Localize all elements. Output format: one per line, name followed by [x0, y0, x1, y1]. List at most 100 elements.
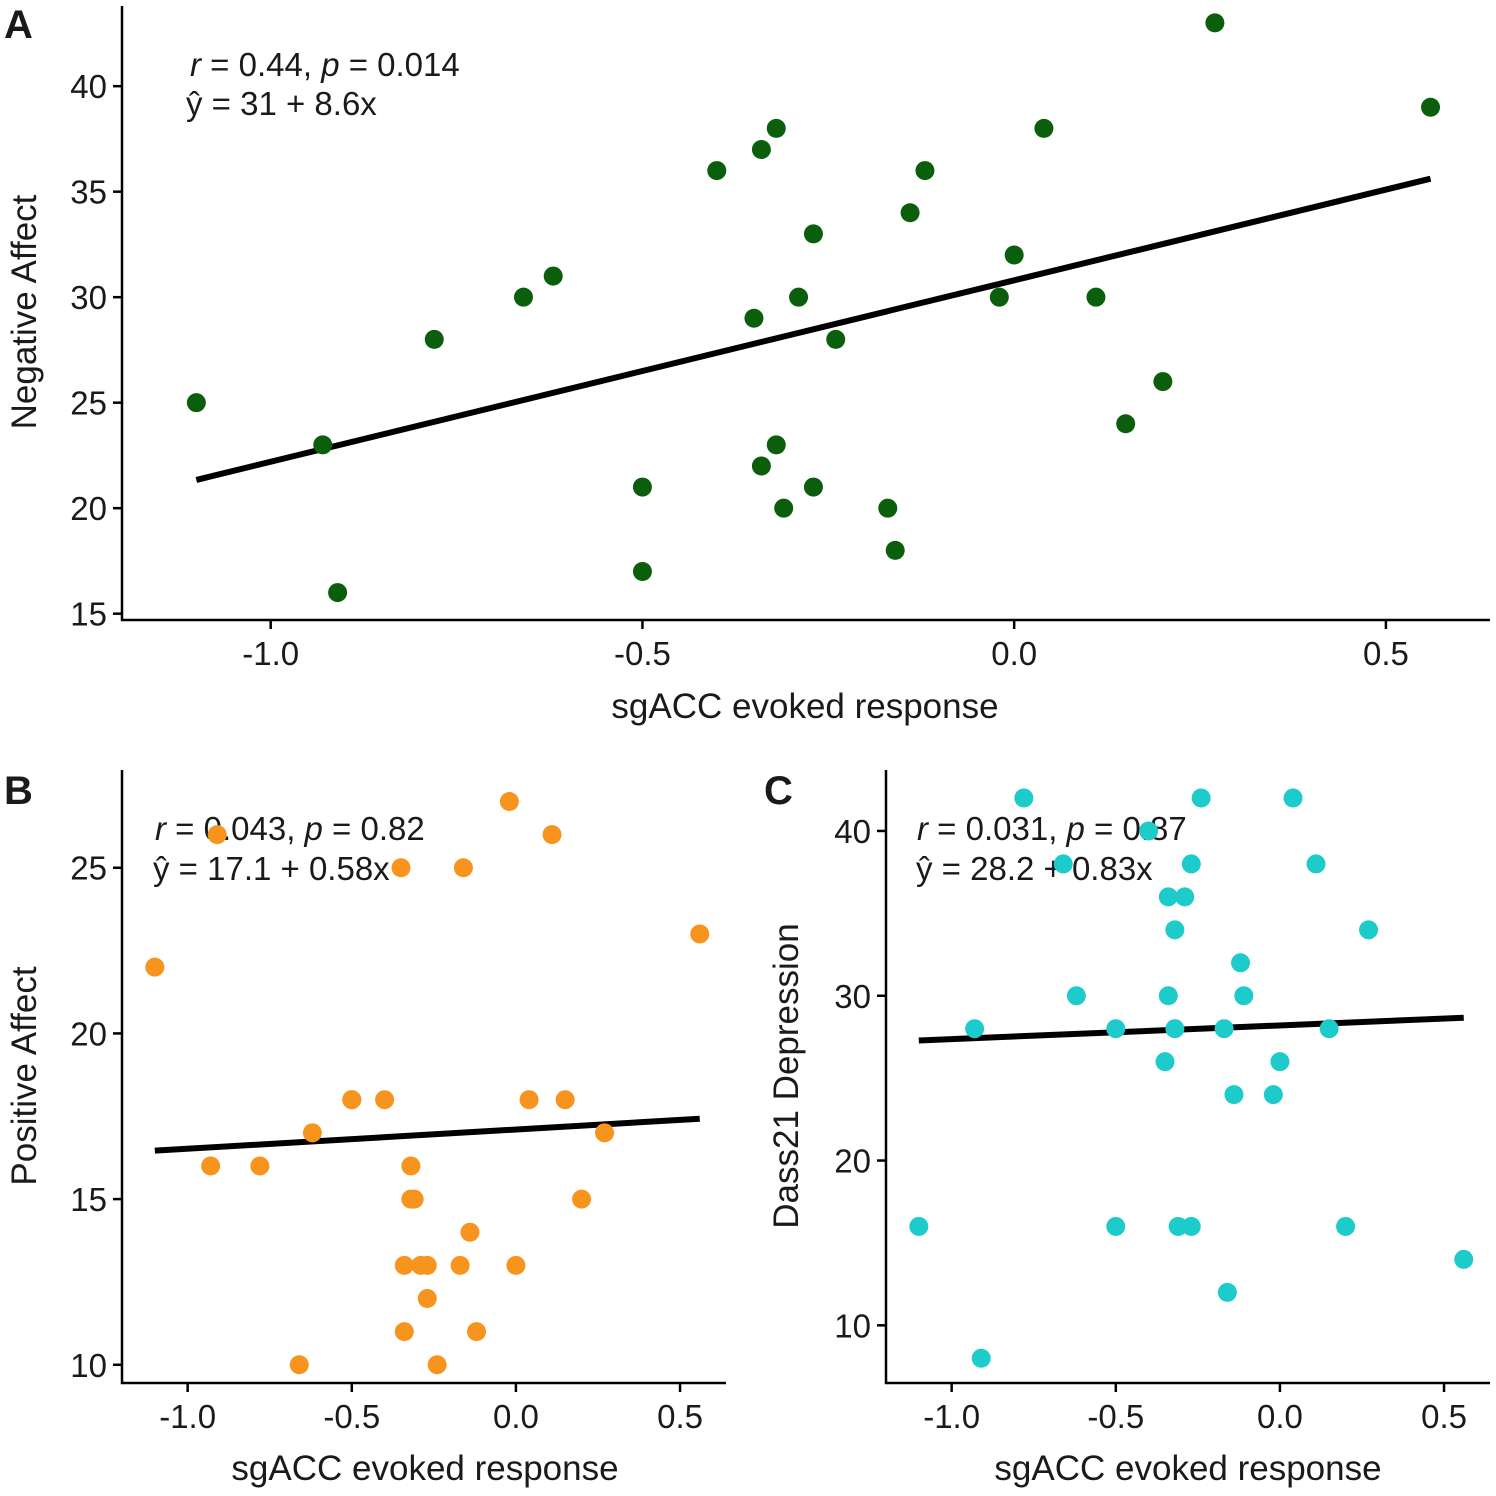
- panel-b-data-point: [467, 1322, 487, 1342]
- panel-c-y-tick-label: 10: [834, 1307, 871, 1344]
- panel-a-p-symbol: p: [320, 46, 339, 83]
- panel-b-data-point: [417, 1289, 437, 1309]
- panel-c-data-point: [1283, 788, 1303, 808]
- panel-c-data-point: [1270, 1052, 1290, 1072]
- panel-a-p-value: = 0.014: [340, 46, 460, 83]
- panel-b-data-point: [391, 858, 411, 878]
- panel-b-x-tick-label: 0.0: [493, 1398, 539, 1435]
- panel-b-data-point: [506, 1255, 526, 1275]
- panel-a-data-point: [803, 477, 823, 497]
- panel-a-data-point: [1034, 118, 1054, 138]
- panel-a-data-point: [513, 287, 533, 307]
- panel-b-y-tick-label: 25: [70, 850, 107, 887]
- panel-c-y-tick-label: 30: [834, 978, 871, 1015]
- panel-c-data-point: [1336, 1216, 1356, 1236]
- panel-c-r-value: = 0.031,: [928, 810, 1067, 847]
- panel-a-y-tick-label: 20: [70, 490, 107, 527]
- panel-c-p-value: = 0.87: [1085, 810, 1187, 847]
- panel-a-regression-line: [195, 175, 1432, 483]
- panel-b-data-point: [289, 1355, 309, 1375]
- panel-a-data-point: [1421, 97, 1441, 117]
- panel-b-data-point: [302, 1123, 322, 1143]
- panel-a-data-point: [766, 435, 786, 455]
- panel-c-data-point: [1139, 821, 1159, 841]
- panel-b-data-point: [394, 1255, 414, 1275]
- panel-c-data-point: [965, 1019, 985, 1039]
- panel-b-y-tick-label: 15: [70, 1181, 107, 1218]
- panel-c-data-point: [1319, 1019, 1339, 1039]
- panel-a-equation: ŷ = 31 + 8.6x: [186, 85, 377, 122]
- panel-a-data-point: [543, 266, 563, 286]
- panel-a-x-axis-title: sgACC evoked response: [611, 687, 998, 726]
- panel-a-data-point: [885, 540, 905, 560]
- panel-a-r-symbol: r: [190, 46, 203, 83]
- panel-c-x-tick-label: -0.5: [1087, 1398, 1144, 1435]
- panel-c-letter: C: [764, 769, 793, 813]
- panel-c-data-point: [1263, 1085, 1283, 1105]
- panel-a-data-point: [766, 118, 786, 138]
- panel-c: C r = 0.031, p = 0.87 ŷ = 28.2 + 0.83x s…: [764, 769, 1490, 1488]
- panel-b-axes: [120, 770, 726, 1385]
- panel-b-data-point: [207, 825, 227, 845]
- panel-c-data-point: [1155, 1052, 1175, 1072]
- panel-b-data-point: [499, 791, 519, 811]
- panel-a-x-tick-label: -1.0: [242, 635, 299, 672]
- panel-c-stat-line: r = 0.031, p = 0.87: [917, 810, 1187, 847]
- panel-c-data-point: [1234, 986, 1254, 1006]
- panel-b-data-point: [542, 825, 562, 845]
- panel-c-y-tick-label: 40: [834, 813, 871, 850]
- panel-b-data-point: [555, 1090, 575, 1110]
- panel-c-y-axis-title: Dass21 Depression: [767, 923, 806, 1228]
- panel-a-data-point: [751, 456, 771, 476]
- panel-c-data-point: [1165, 1019, 1185, 1039]
- panel-c-data-point: [1165, 920, 1185, 940]
- panel-b-x-tick-label: 0.5: [657, 1398, 703, 1435]
- panel-a-data-point: [900, 203, 920, 223]
- panel-a-letter: A: [4, 3, 33, 47]
- panel-a-data-point: [313, 435, 333, 455]
- panel-c-data-point: [1014, 788, 1034, 808]
- panel-b-data-point: [375, 1090, 395, 1110]
- panel-a-x-tick-label: 0.0: [991, 635, 1037, 672]
- panel-a-data-point: [989, 287, 1009, 307]
- panel-a-data-point: [826, 329, 846, 349]
- panel-a-data-point: [774, 498, 794, 518]
- panel-c-data-point: [1191, 788, 1211, 808]
- panel-c-x-tick-label: -1.0: [923, 1398, 980, 1435]
- panel-a-data-point: [744, 308, 764, 328]
- panel-c-data-point: [1158, 887, 1178, 907]
- panel-a-data-point: [632, 477, 652, 497]
- panel-a-r-value: = 0.44,: [201, 46, 321, 83]
- panel-b-data-point: [572, 1189, 592, 1209]
- panel-a-data-point: [789, 287, 809, 307]
- panel-a-data-point: [1116, 414, 1136, 434]
- panel-c-x-tick-label: 0.5: [1421, 1398, 1467, 1435]
- panel-b-data-point: [404, 1189, 424, 1209]
- panel-b-x-tick-label: -0.5: [323, 1398, 380, 1435]
- panel-a-y-tick-label: 15: [70, 596, 107, 633]
- panel-b-data-point: [427, 1355, 447, 1375]
- panel-a-data-point: [328, 583, 348, 603]
- panel-a-data-point: [1086, 287, 1106, 307]
- panel-a-data-point: [1205, 13, 1225, 33]
- panel-c-data-point: [1181, 1216, 1201, 1236]
- panel-a-data-point: [751, 139, 771, 159]
- panel-a-x-tick-label: -0.5: [614, 635, 671, 672]
- panel-c-y-tick-label: 20: [834, 1143, 871, 1180]
- panel-c-data-point: [971, 1348, 991, 1368]
- panel-c-data-point: [1214, 1019, 1234, 1039]
- panel-c-data-point: [1224, 1085, 1244, 1105]
- panel-b-data-point: [201, 1156, 221, 1176]
- panel-b-data-point: [394, 1322, 414, 1342]
- panel-c-data-point: [1181, 854, 1201, 874]
- panel-a: A r = 0.44, p = 0.014 ŷ = 31 + 8.6x sgAC…: [4, 3, 1490, 726]
- panel-a-data-point: [878, 498, 898, 518]
- panel-c-data-point: [1106, 1019, 1126, 1039]
- panel-c-data-point: [1306, 854, 1326, 874]
- panel-b-data-point: [450, 1255, 470, 1275]
- panel-b-data-point: [453, 858, 473, 878]
- panel-b: B r = 0.043, p = 0.82 ŷ = 17.1 + 0.58x s…: [4, 769, 726, 1488]
- panel-c-data-point: [1106, 1216, 1126, 1236]
- panel-b-regression-line: [154, 1115, 700, 1154]
- panel-c-regression-line: [918, 1014, 1464, 1044]
